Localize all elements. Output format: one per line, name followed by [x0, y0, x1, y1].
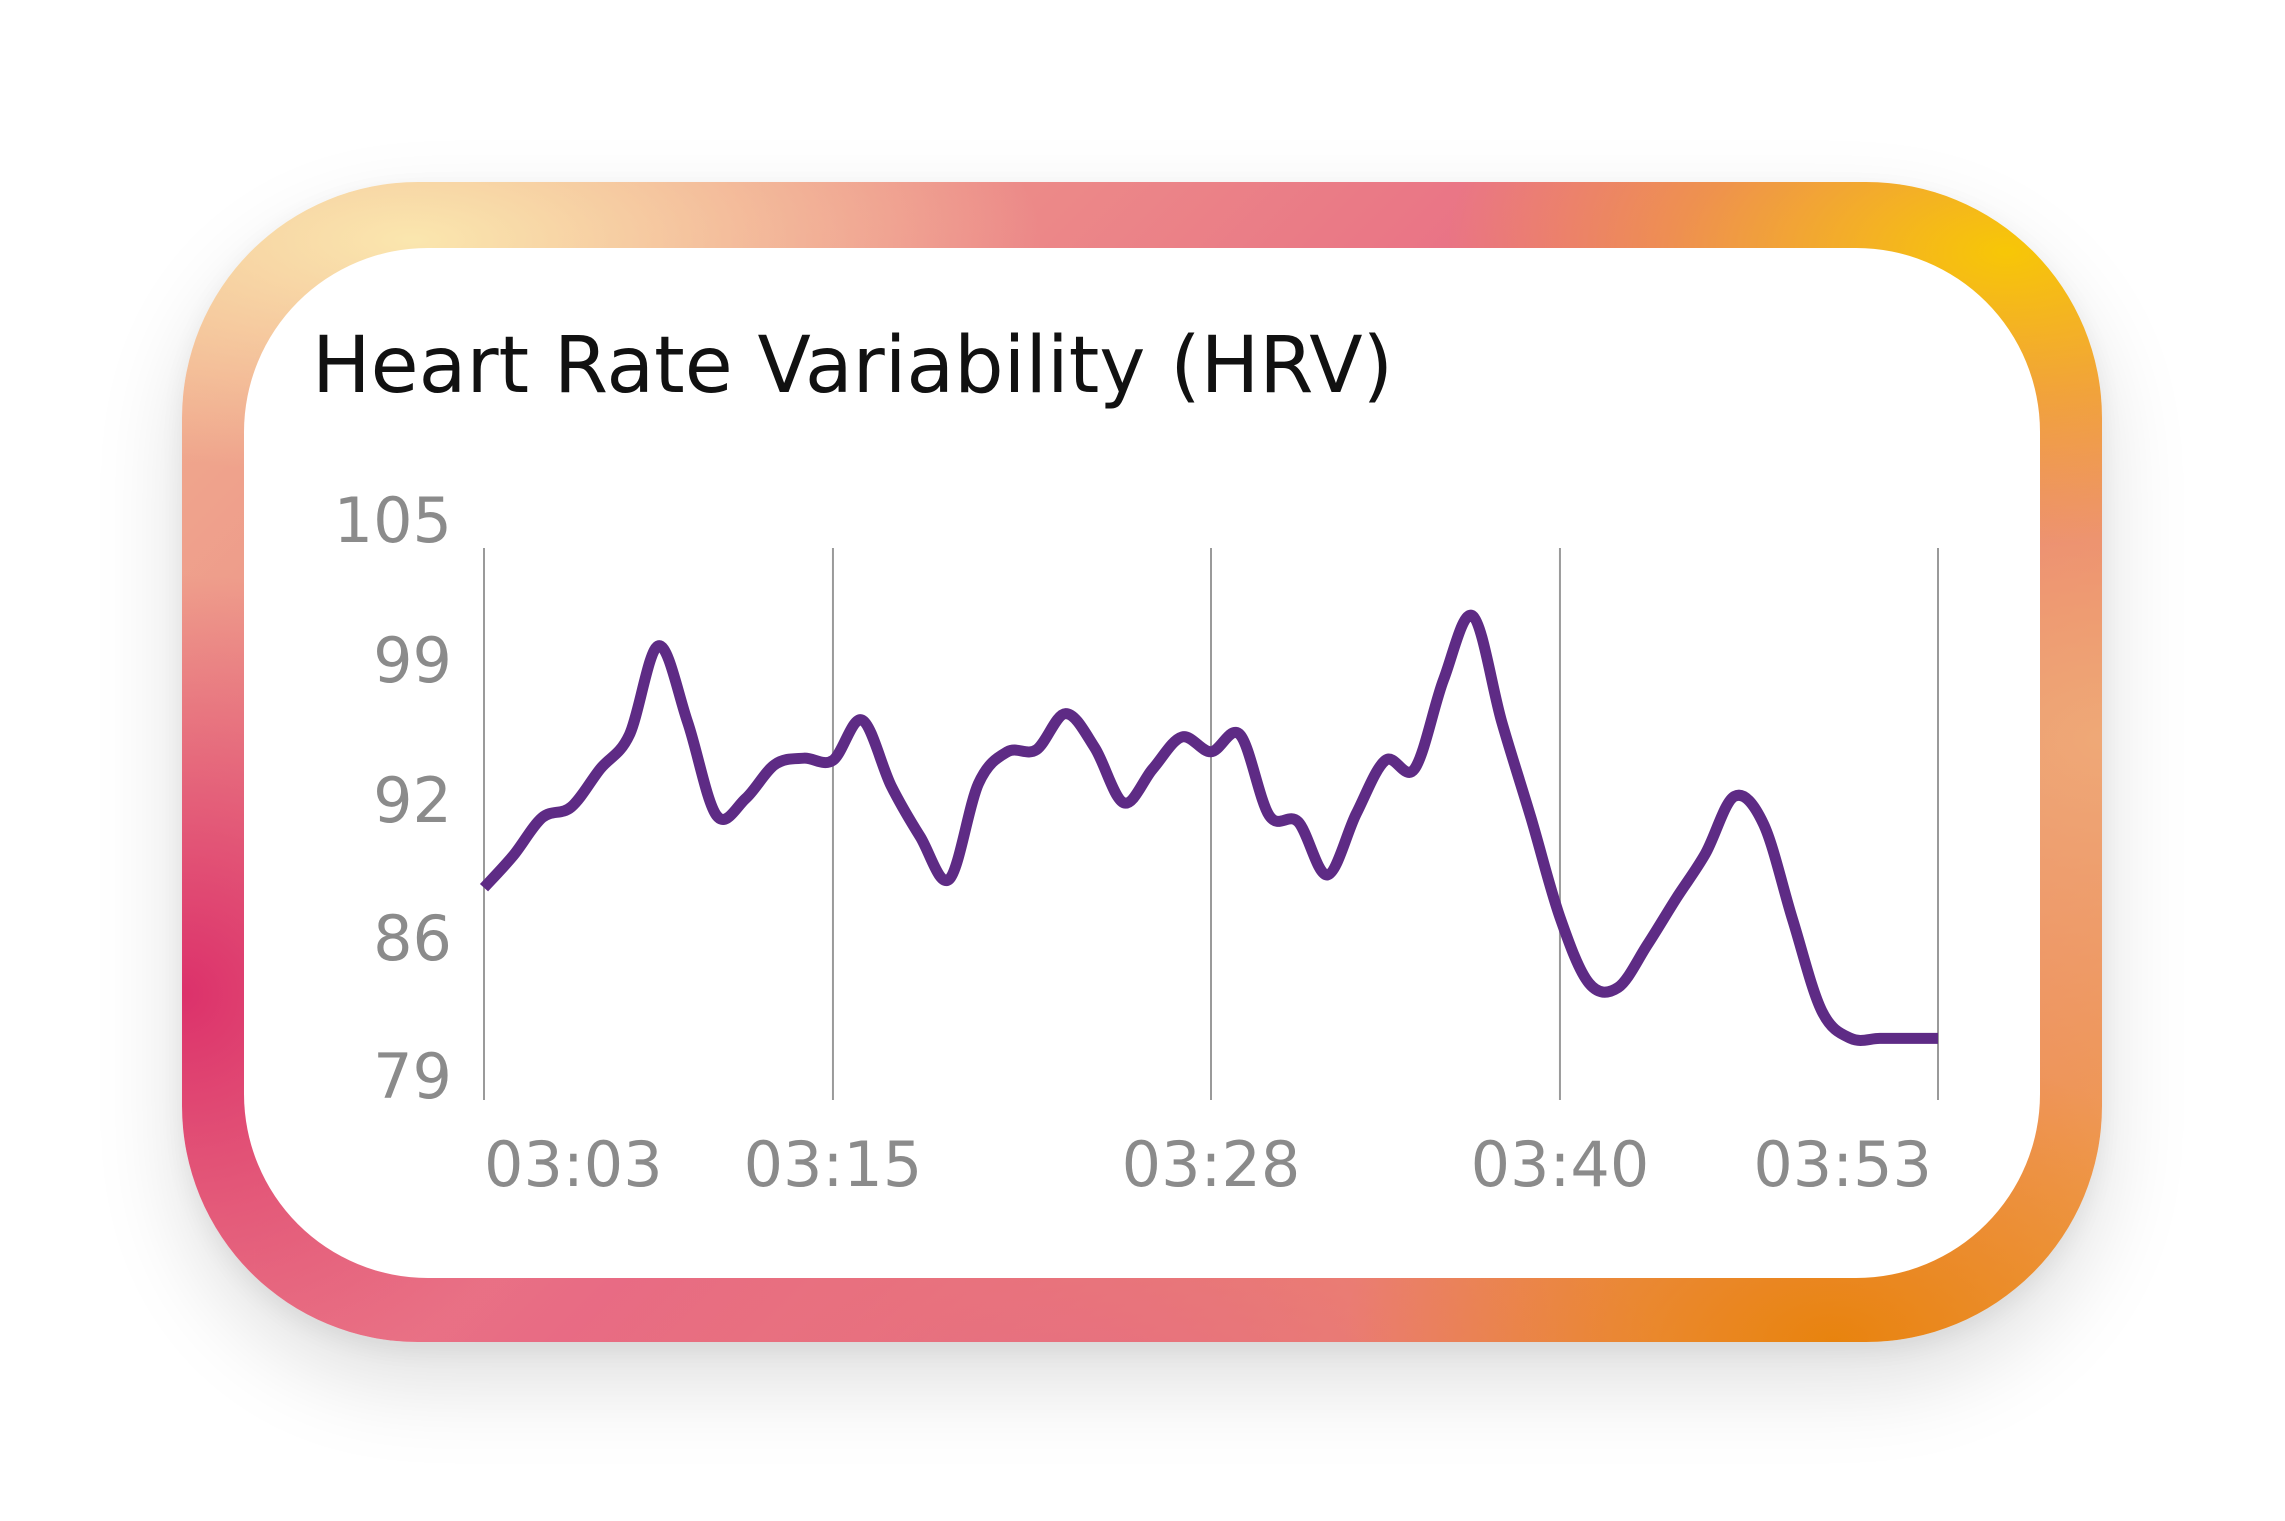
y-tick-label: 79	[373, 1040, 452, 1113]
y-tick-label: 105	[334, 484, 452, 557]
x-tick-label: 03:03	[484, 1128, 663, 1201]
y-tick-label: 86	[373, 902, 452, 975]
y-tick-label: 99	[373, 624, 452, 697]
chart-title: Heart Rate Variability (HRV)	[312, 321, 1394, 411]
chart-card	[244, 248, 2040, 1278]
hrv-series-line	[479, 609, 1938, 1046]
x-tick-label: 03:15	[744, 1128, 923, 1201]
x-tick-label: 03:28	[1122, 1128, 1301, 1201]
x-tick-label: 03:53	[1753, 1128, 1932, 1201]
y-tick-label: 92	[373, 764, 452, 837]
x-tick-label: 03:40	[1471, 1128, 1650, 1201]
